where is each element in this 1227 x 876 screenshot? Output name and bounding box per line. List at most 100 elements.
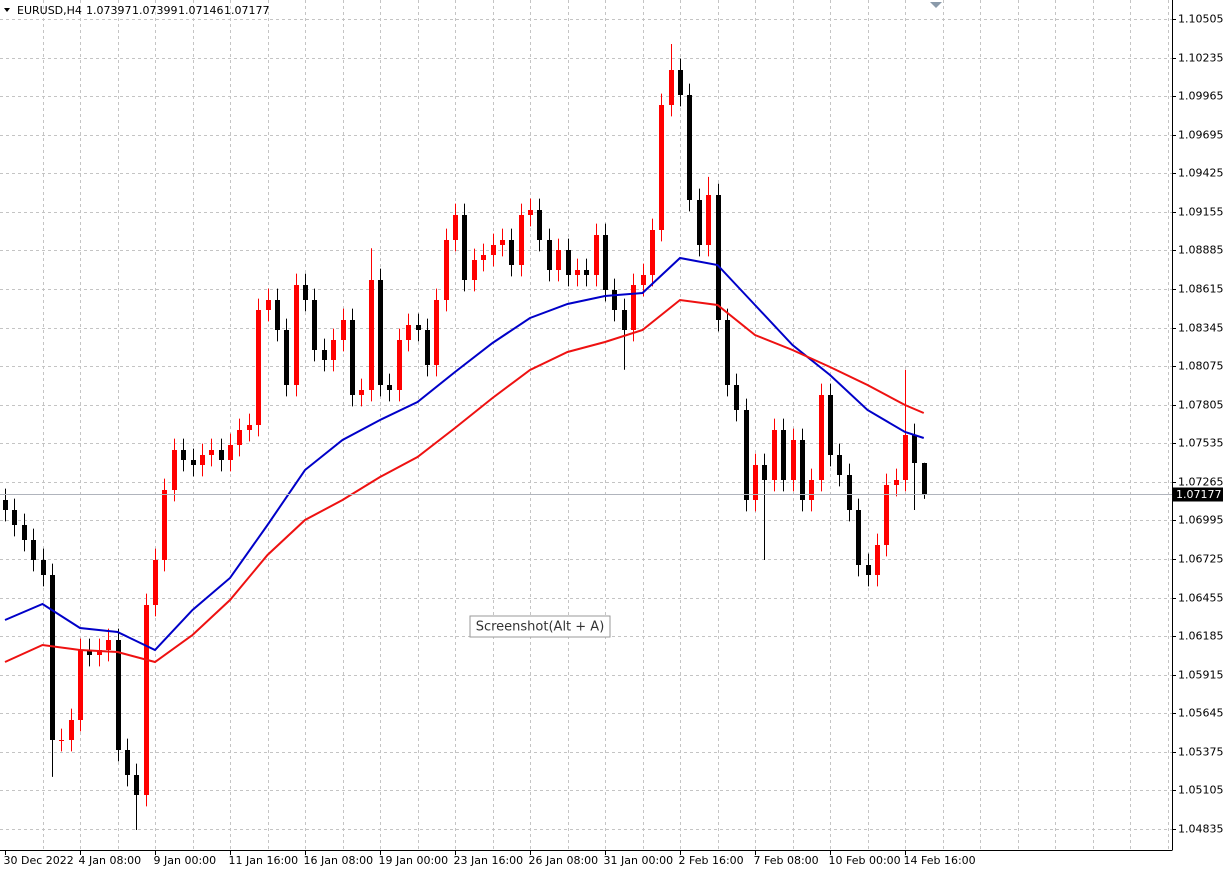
candle-body <box>716 195 721 320</box>
moving-average-line <box>4 256 925 652</box>
candle-body <box>800 440 805 500</box>
x-tick-label: 11 Jan 16:00 <box>229 854 299 867</box>
y-tick-label: 1.04835 <box>1178 823 1224 836</box>
y-tick-label: 1.08885 <box>1178 244 1224 257</box>
candle-body <box>312 300 317 350</box>
candle-body <box>116 640 121 750</box>
x-tick-label: 31 Jan 00:00 <box>604 854 674 867</box>
candle-body <box>341 320 346 340</box>
ohlc-open: 1.07397 <box>86 4 132 17</box>
y-tick-label: 1.09425 <box>1178 167 1224 180</box>
y-tick-label: 1.08345 <box>1178 322 1224 335</box>
candle-body <box>894 480 899 485</box>
candle-body <box>706 195 711 245</box>
candle-body <box>387 385 392 390</box>
candle-body <box>612 290 617 310</box>
y-tick-label: 1.06455 <box>1178 592 1224 605</box>
candle-body <box>406 325 411 340</box>
x-tick-label: 4 Jan 08:00 <box>79 854 142 867</box>
candle-body <box>144 605 149 795</box>
shift-marker <box>930 2 942 8</box>
candle-body <box>369 280 374 390</box>
candle-body <box>209 450 214 455</box>
x-tick-label: 19 Jan 00:00 <box>379 854 449 867</box>
candle-body <box>837 455 842 475</box>
candle-body <box>556 250 561 270</box>
y-tick-label: 1.07805 <box>1178 399 1224 412</box>
y-tick-label: 1.09155 <box>1178 206 1224 219</box>
menu-arrow <box>4 8 10 12</box>
candle-body <box>416 325 421 330</box>
tooltip-text: Screenshot(Alt + A) <box>476 620 605 635</box>
candle-body <box>491 245 496 255</box>
tooltip-box <box>469 615 611 638</box>
y-tick-label: 1.05375 <box>1178 746 1224 759</box>
candle-body <box>500 240 505 245</box>
candle-body <box>678 70 683 95</box>
x-tick-label: 7 Feb 08:00 <box>754 854 819 867</box>
candle-body <box>734 385 739 410</box>
y-tick-label: 1.05105 <box>1178 784 1224 797</box>
last-price-label: 1.07177 <box>1176 488 1222 501</box>
x-tick-label: 30 Dec 2022 <box>4 854 74 867</box>
candle-body <box>575 270 580 275</box>
candle-body <box>12 510 17 525</box>
candle-body <box>303 285 308 300</box>
candle-body <box>350 320 355 395</box>
candle-body <box>875 545 880 575</box>
ohlc-close: 1.07177 <box>224 4 270 17</box>
y-tick-label: 1.08075 <box>1178 360 1224 373</box>
ohlc-low: 1.07146 <box>178 4 224 17</box>
candle-body <box>425 330 430 365</box>
candle-body <box>650 230 655 275</box>
candle-body <box>856 510 861 565</box>
candle-body <box>772 430 777 480</box>
candle-body <box>294 285 299 385</box>
y-tick-label: 1.06185 <box>1178 630 1224 643</box>
candle-body <box>22 525 27 540</box>
candle-body <box>125 750 130 775</box>
candle-body <box>828 395 833 455</box>
candle-body <box>50 575 55 740</box>
last-price-box <box>1173 487 1223 502</box>
candle-body <box>378 280 383 385</box>
candle-body <box>744 410 749 500</box>
candle-body <box>322 350 327 360</box>
candle-body <box>275 300 280 330</box>
candle-body <box>884 485 889 545</box>
candle-body <box>519 215 524 265</box>
candle-body <box>359 390 364 395</box>
candle-body <box>687 95 692 200</box>
candle-body <box>725 320 730 385</box>
candle-body <box>847 475 852 510</box>
candle-body <box>134 775 139 795</box>
symbol-title: EURUSD,H4 <box>17 4 82 17</box>
candle-body <box>41 560 46 575</box>
x-tick-label: 16 Jan 08:00 <box>304 854 374 867</box>
marks <box>0 44 1172 830</box>
candle-body <box>162 490 167 560</box>
y-tick-label: 1.07535 <box>1178 437 1224 450</box>
candle-body <box>509 240 514 265</box>
candle-body <box>912 435 917 463</box>
candle-body <box>247 425 252 430</box>
candle-body <box>528 210 533 215</box>
candle-body <box>584 270 589 275</box>
candle-body <box>669 70 674 105</box>
y-tick-label: 1.05915 <box>1178 669 1224 682</box>
y-tick-label: 1.08615 <box>1178 283 1224 296</box>
candle-body <box>200 455 205 465</box>
x-tick-label: 23 Jan 16:00 <box>454 854 524 867</box>
candle-body <box>228 445 233 460</box>
candle-body <box>87 650 92 655</box>
y-tick-label: 1.09965 <box>1178 90 1224 103</box>
candle-body <box>566 250 571 275</box>
x-tick-label: 2 Feb 16:00 <box>679 854 744 867</box>
candle-body <box>78 650 83 720</box>
candle-body <box>809 480 814 500</box>
candle-body <box>97 650 102 655</box>
candle-body <box>59 740 64 741</box>
candle-body <box>659 105 664 230</box>
x-tick-label: 10 Feb 00:00 <box>829 854 901 867</box>
